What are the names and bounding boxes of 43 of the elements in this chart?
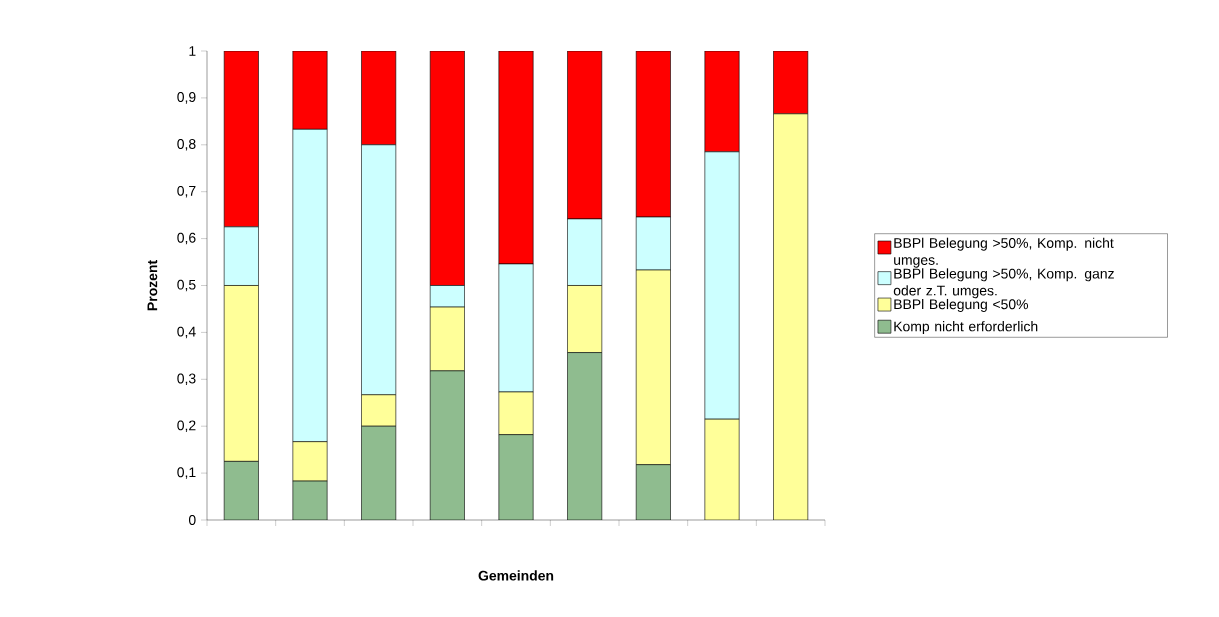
- bar: [361, 425, 397, 520]
- y-tick-label: 0,9: [177, 92, 196, 104]
- bar: [429, 370, 465, 520]
- bar: [292, 480, 328, 520]
- bar: [567, 285, 603, 353]
- bar: [773, 113, 809, 520]
- legend-label: BBPl Belegung <50%: [894, 298, 1029, 312]
- y-tick-label: 0,5: [177, 279, 196, 292]
- bar: [361, 394, 397, 427]
- bar: [498, 391, 534, 435]
- bar: [361, 51, 397, 146]
- bar: [635, 51, 671, 218]
- y-tick-label: 0: [188, 515, 196, 525]
- bar: [223, 285, 259, 462]
- bar: [635, 464, 671, 520]
- y-tick-label: 0,3: [177, 373, 196, 386]
- y-tick-label: 0,6: [177, 232, 196, 245]
- legend-label: BBPl Belegung >50%, Komp. nicht umges.: [894, 237, 1114, 268]
- y-tick-label: 0,1: [177, 467, 196, 479]
- bar: [498, 51, 534, 265]
- bar: [635, 216, 671, 271]
- y-tick-label: 0,2: [177, 420, 196, 432]
- y-tick-label: 0,7: [177, 185, 196, 198]
- bar: [704, 51, 740, 153]
- y-tick-label: 0,4: [177, 326, 196, 339]
- bar: [223, 461, 259, 520]
- bar: [567, 51, 603, 220]
- y-axis-title: Prozent: [147, 260, 158, 311]
- legend-label: Komp nicht erforderlich: [894, 321, 1038, 335]
- legend-label: BBPl Belegung >50%, Komp. ganz oder z.T. umges.: [893, 268, 1114, 299]
- bar: [773, 51, 809, 115]
- bar: [498, 434, 534, 520]
- bar: [635, 269, 671, 465]
- x-axis-title: Gemeinden: [478, 570, 554, 581]
- bar: [429, 306, 465, 372]
- bar: [567, 352, 603, 520]
- bar: [292, 441, 328, 482]
- y-tick-label: 0,8: [177, 139, 196, 151]
- y-tick-label: 1: [189, 46, 196, 56]
- bar: [429, 51, 465, 286]
- bar: [223, 51, 259, 228]
- bar: [704, 418, 740, 520]
- bar: [292, 51, 328, 130]
